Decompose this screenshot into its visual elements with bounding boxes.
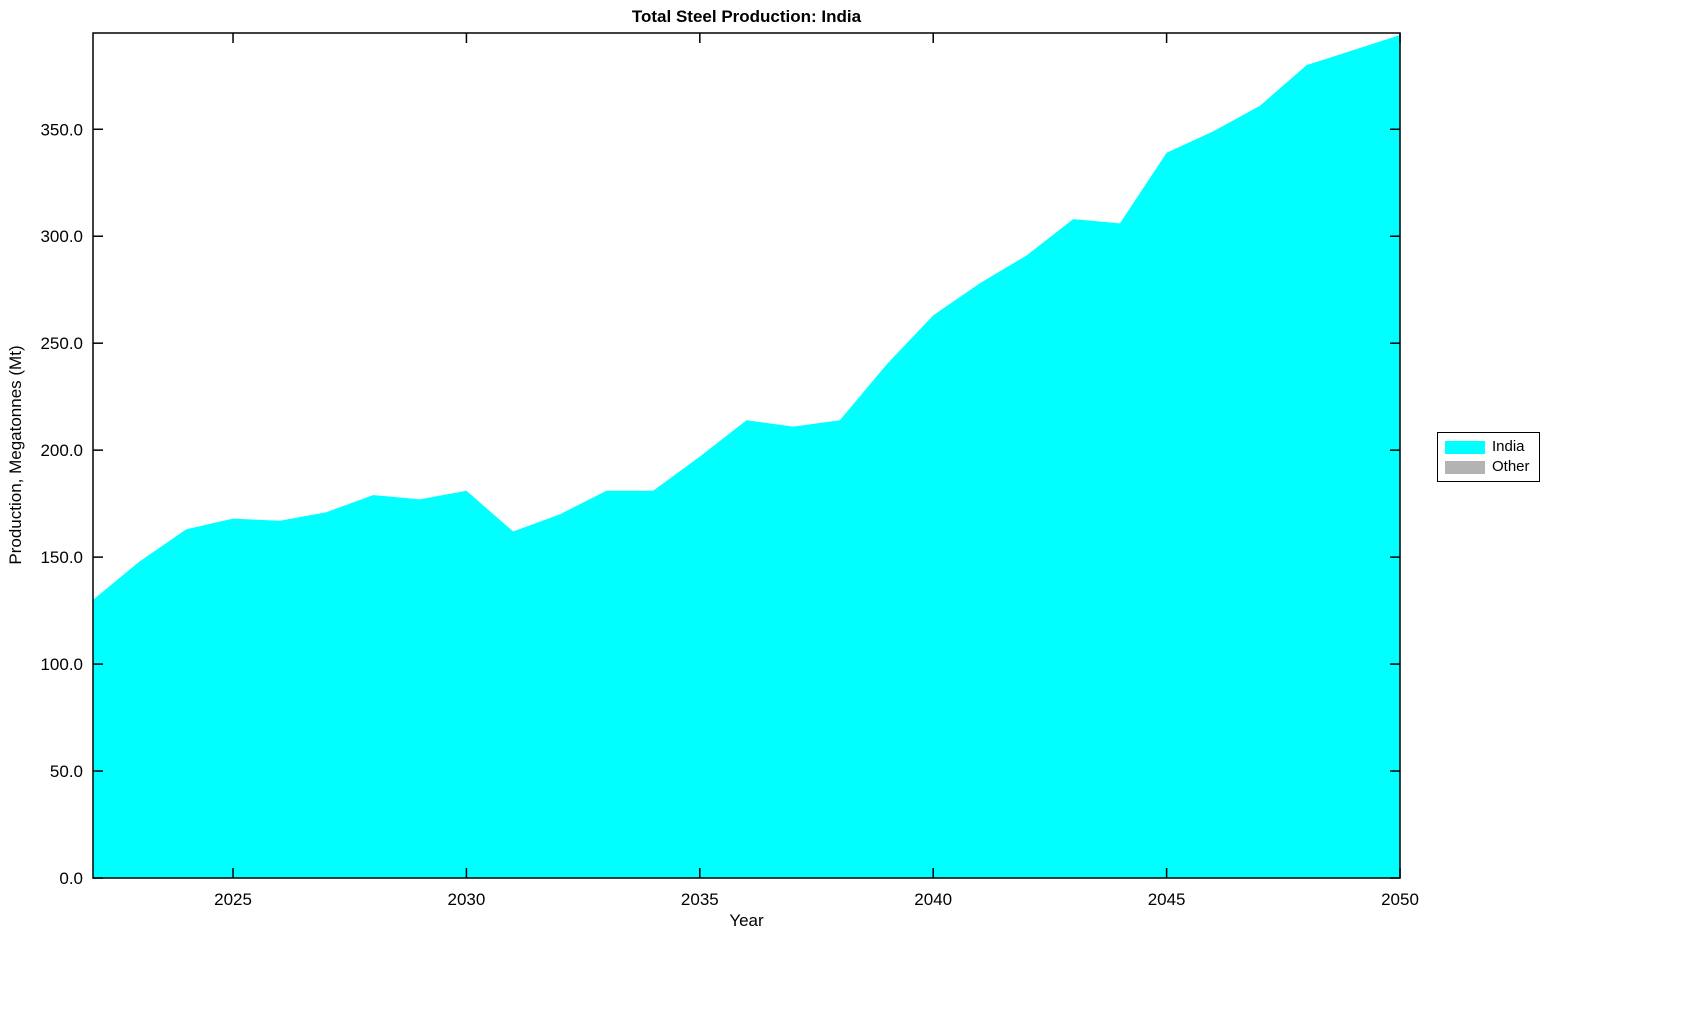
x-tick-label: 2045: [1148, 890, 1186, 909]
x-tick-label: 2030: [448, 890, 486, 909]
axes-box: [92, 32, 1401, 879]
y-axis-label: Production, Megatonnes (Mt): [6, 345, 25, 565]
y-tick-label: 300.0: [40, 227, 83, 246]
x-tick-label: 2050: [1381, 890, 1419, 909]
legend: India Other: [1437, 432, 1540, 482]
y-tick-label: 350.0: [40, 120, 83, 139]
chart-title: Total Steel Production: India: [631, 7, 862, 26]
y-tick-label: 250.0: [40, 334, 83, 353]
x-tick-label: 2035: [681, 890, 719, 909]
other-legend-label: Other: [1492, 458, 1530, 475]
x-tick-label: 2040: [914, 890, 952, 909]
y-tick-label: 200.0: [40, 441, 83, 460]
y-tick-label: 50.0: [50, 762, 83, 781]
y-tick-label: 0.0: [59, 869, 83, 888]
y-tick-label: 150.0: [40, 548, 83, 567]
area-series-india: [93, 35, 1400, 879]
legend-item-other: Other: [1445, 459, 1530, 475]
india-legend-label: India: [1492, 438, 1525, 455]
legend-item-india: India: [1445, 439, 1530, 455]
y-tick-label: 100.0: [40, 655, 83, 674]
x-tick-label: 2025: [214, 890, 252, 909]
x-axis-label: Year: [729, 911, 764, 930]
india-legend-swatch: [1445, 440, 1485, 454]
other-legend-swatch: [1445, 460, 1485, 474]
